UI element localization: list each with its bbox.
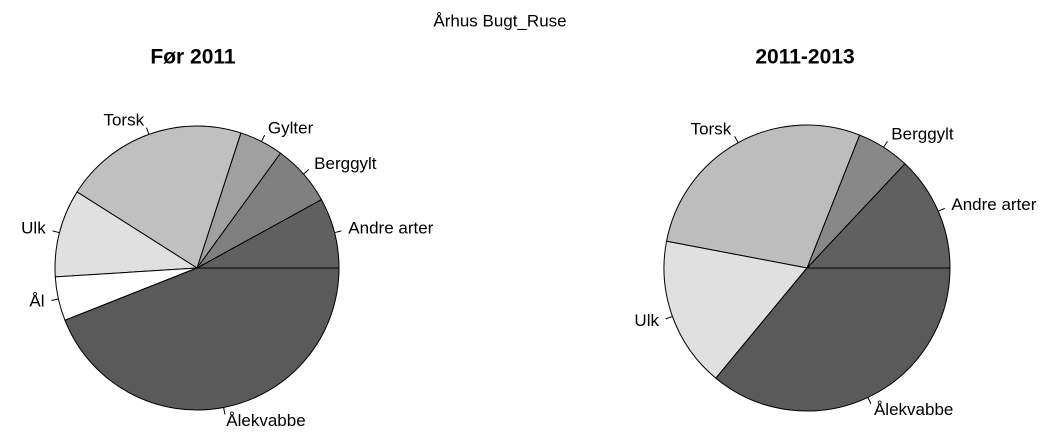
label-tick xyxy=(146,127,150,135)
label-tick xyxy=(938,207,945,212)
pie-slice xyxy=(715,267,951,412)
label-tick xyxy=(734,136,739,143)
slice-label: Ålekvabbe xyxy=(874,400,953,419)
chart-title: 2011-2013 xyxy=(755,46,854,69)
label-tick xyxy=(223,407,226,415)
page-title: Århus Bugt_Ruse xyxy=(433,11,566,30)
slice-label: Ulk xyxy=(21,219,46,238)
label-tick xyxy=(665,315,673,320)
pie-slice xyxy=(76,125,242,269)
slice-label: Ål xyxy=(29,292,44,311)
slice-label: Torsk xyxy=(691,120,732,139)
label-tick xyxy=(334,230,342,234)
chart-title: Før 2011 xyxy=(150,46,236,69)
pie-slice xyxy=(54,191,199,278)
label-tick xyxy=(52,230,60,234)
label-tick xyxy=(261,134,266,142)
slice-label: Torsk xyxy=(103,111,144,130)
slice-label: Ålekvabbe xyxy=(226,411,305,430)
label-tick xyxy=(51,298,59,302)
label-tick xyxy=(303,169,310,175)
label-tick xyxy=(867,397,872,405)
label-tick xyxy=(883,140,888,148)
slice-label: Ulk xyxy=(634,311,659,330)
pie-slice xyxy=(663,240,808,379)
slice-label: Berggylt xyxy=(314,154,377,173)
slice-label: Gylter xyxy=(268,118,314,137)
slice-label: Andre arter xyxy=(348,219,433,238)
slice-label: Berggylt xyxy=(891,125,954,144)
slice-label: Andre arter xyxy=(951,195,1036,214)
